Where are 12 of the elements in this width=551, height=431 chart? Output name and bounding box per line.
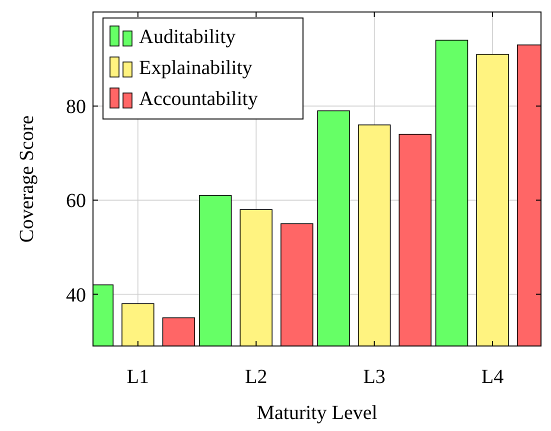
legend-label: Explainability [139,57,252,79]
y-tick-label: 40 [66,284,86,306]
y-axis-title: Coverage Score [16,115,38,243]
x-tick-label: L3 [363,366,386,388]
y-tick-label: 80 [66,96,86,118]
x-tick-label: L1 [126,366,150,388]
legend-label: Auditability [139,26,236,48]
legend-label: Accountability [139,88,258,110]
x-tick-label: L2 [245,366,268,388]
y-tick-label: 60 [66,190,86,212]
x-tick-label: L4 [481,366,504,388]
x-axis-title: Maturity Level [256,402,378,424]
